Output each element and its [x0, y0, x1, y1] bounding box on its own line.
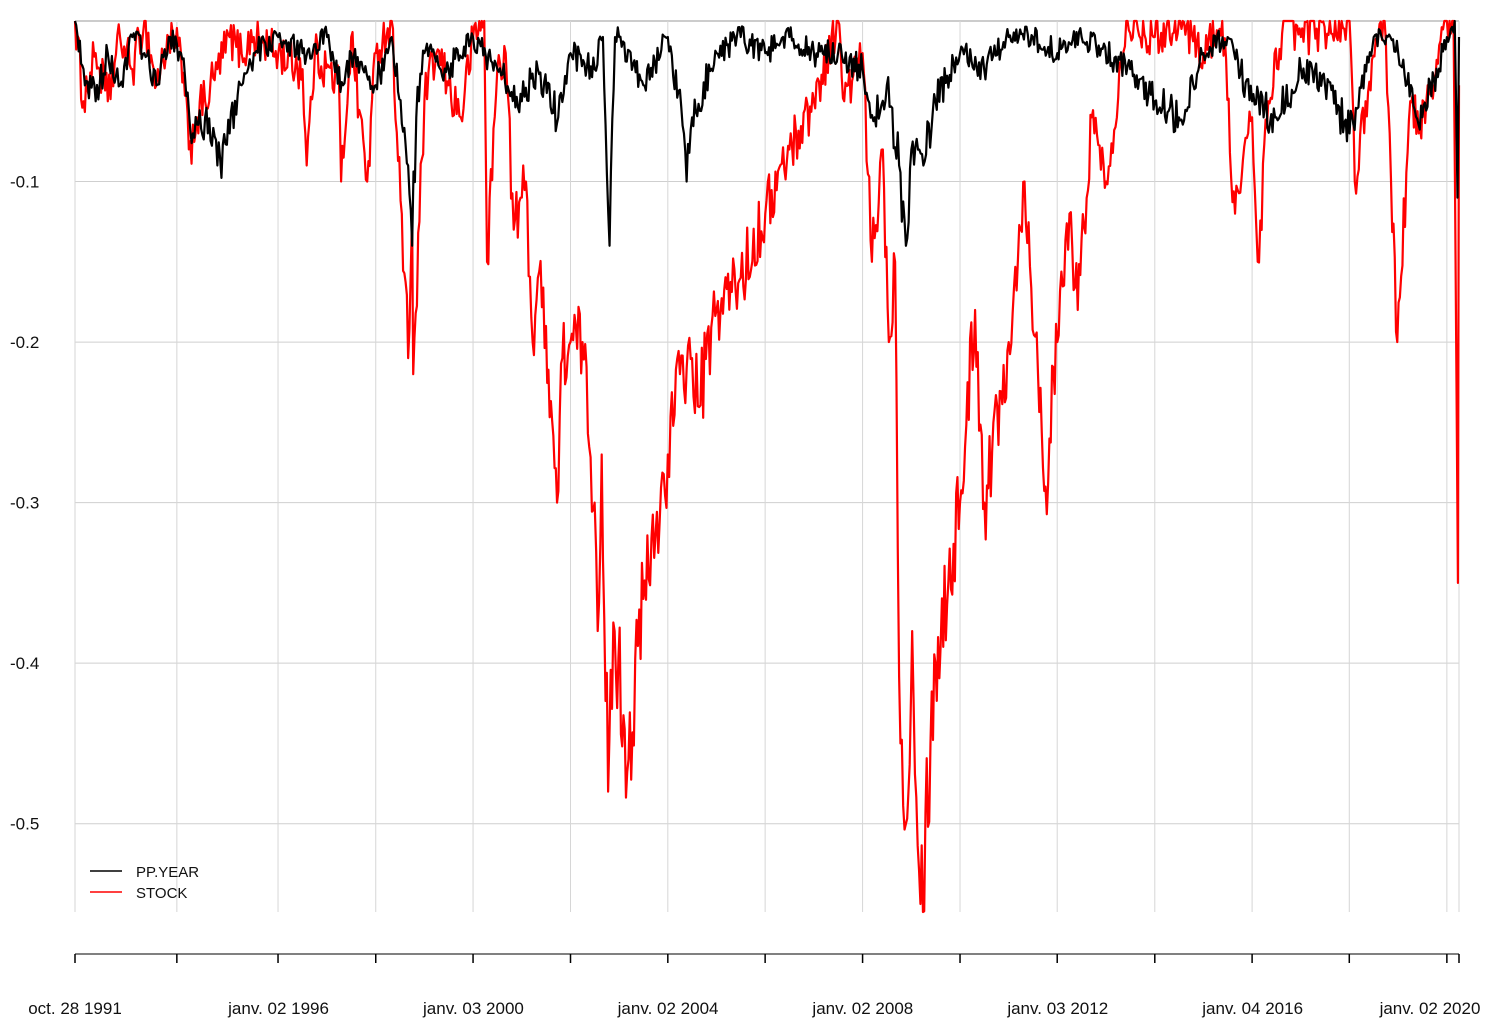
- legend: PP.YEAR STOCK: [90, 864, 199, 902]
- x-tick-label: janv. 02 2004: [617, 999, 719, 1018]
- x-tick-label: janv. 02 2008: [811, 999, 913, 1018]
- grid: [74, 20, 1460, 912]
- y-tick-label: -0.1: [10, 173, 39, 192]
- y-tick-label: -0.3: [10, 494, 39, 513]
- x-tick-label: janv. 02 1996: [227, 999, 329, 1018]
- legend-label: PP.YEAR: [136, 864, 199, 881]
- x-tick-label: janv. 03 2012: [1006, 999, 1108, 1018]
- series-line-stock: [73, 19, 1461, 914]
- x-tick-label: janv. 02 2020: [1379, 999, 1481, 1018]
- series-lines: [73, 19, 1461, 914]
- x-tick-label: janv. 03 2000: [422, 999, 524, 1018]
- legend-label: STOCK: [136, 885, 187, 902]
- series-line-pp-year: [73, 19, 1461, 247]
- y-tick-label: -0.4: [10, 654, 39, 673]
- x-tick-label: oct. 28 1991: [28, 999, 122, 1018]
- x-tick-label: janv. 04 2016: [1201, 999, 1303, 1018]
- axes: -0.1 -0.2 -0.3 -0.4 -0.5 oct. 28 1991 janv. 02…: [10, 173, 1480, 1018]
- y-tick-label: -0.2: [10, 333, 39, 352]
- y-tick-label: -0.5: [10, 815, 39, 834]
